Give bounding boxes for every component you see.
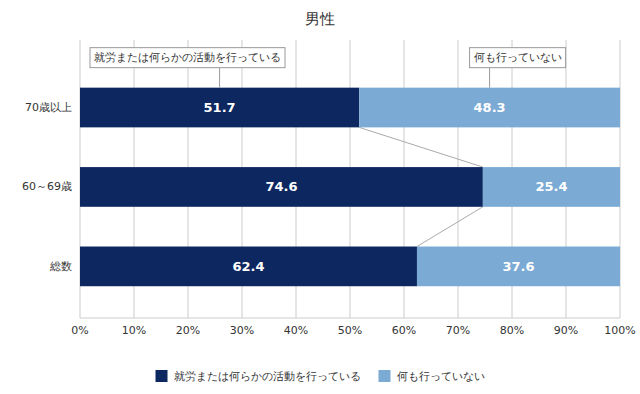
x-tick-label: 20%	[176, 324, 200, 337]
data-label: 62.4	[232, 259, 264, 274]
data-label: 37.6	[502, 259, 534, 274]
x-tick-label: 10%	[122, 324, 146, 337]
connector-line	[359, 127, 483, 167]
x-tick-label: 70%	[446, 324, 470, 337]
annotation-box	[90, 48, 285, 68]
x-tick-label: 60%	[392, 324, 416, 337]
y-tick-label: 総数	[49, 260, 72, 273]
chart-container: 男性 0% 10% 20% 30% 40% 50% 60% 70% 80% 90% 100% 総数 60～…	[0, 0, 640, 394]
annotation-text: 就労または何らかの活動を行っている	[94, 51, 281, 64]
page: {"chart_data": { "type": "bar", "orienta…	[0, 0, 640, 394]
annotation-leader	[219, 68, 220, 88]
data-labels: 62.4 37.6 74.6 25.4 51.7 48.3	[204, 100, 568, 274]
title: 男性	[305, 10, 335, 28]
bar-segment	[483, 167, 620, 207]
x-tick-label: 90%	[554, 324, 578, 337]
x-tick-label: 40%	[284, 324, 308, 337]
annotations: 就労または何らかの活動を行っている 何も行っていない	[90, 48, 566, 88]
legend-label: 就労または何らかの活動を行っている	[174, 370, 361, 383]
bar-segment	[80, 88, 359, 128]
annotation-box	[470, 48, 566, 68]
x-tick-label: 0%	[71, 324, 88, 337]
grid	[80, 40, 620, 318]
legend-label: 何も行っていない	[397, 370, 485, 383]
legend: 就労または何らかの活動を行っている 何も行っていない	[156, 370, 485, 383]
annotation-leader	[489, 68, 490, 88]
y-tick-label: 70歳以上	[25, 101, 72, 114]
x-tick-label: 80%	[500, 324, 524, 337]
bar-segment	[359, 88, 620, 128]
bar-segment	[417, 247, 620, 287]
bars	[80, 88, 620, 287]
data-label: 74.6	[265, 179, 297, 194]
x-tick-label: 30%	[230, 324, 254, 337]
bar-segment	[80, 167, 483, 207]
annotation-text: 何も行っていない	[474, 51, 562, 64]
x-tick-label: 100%	[604, 324, 635, 337]
data-label: 51.7	[204, 100, 236, 115]
legend-swatch	[156, 370, 168, 382]
data-label: 48.3	[474, 100, 506, 115]
x-axis-line	[80, 318, 620, 319]
y-tick-label: 60～69歳	[22, 180, 72, 193]
chart: 男性 0% 10% 20% 30% 40% 50% 60% 70% 80% 90% 100% 総数 60～…	[0, 0, 640, 394]
data-label: 25.4	[535, 179, 567, 194]
bar-segment	[80, 247, 417, 287]
connector-line	[417, 207, 483, 247]
x-tick-label: 50%	[338, 324, 362, 337]
legend-swatch	[379, 370, 391, 382]
